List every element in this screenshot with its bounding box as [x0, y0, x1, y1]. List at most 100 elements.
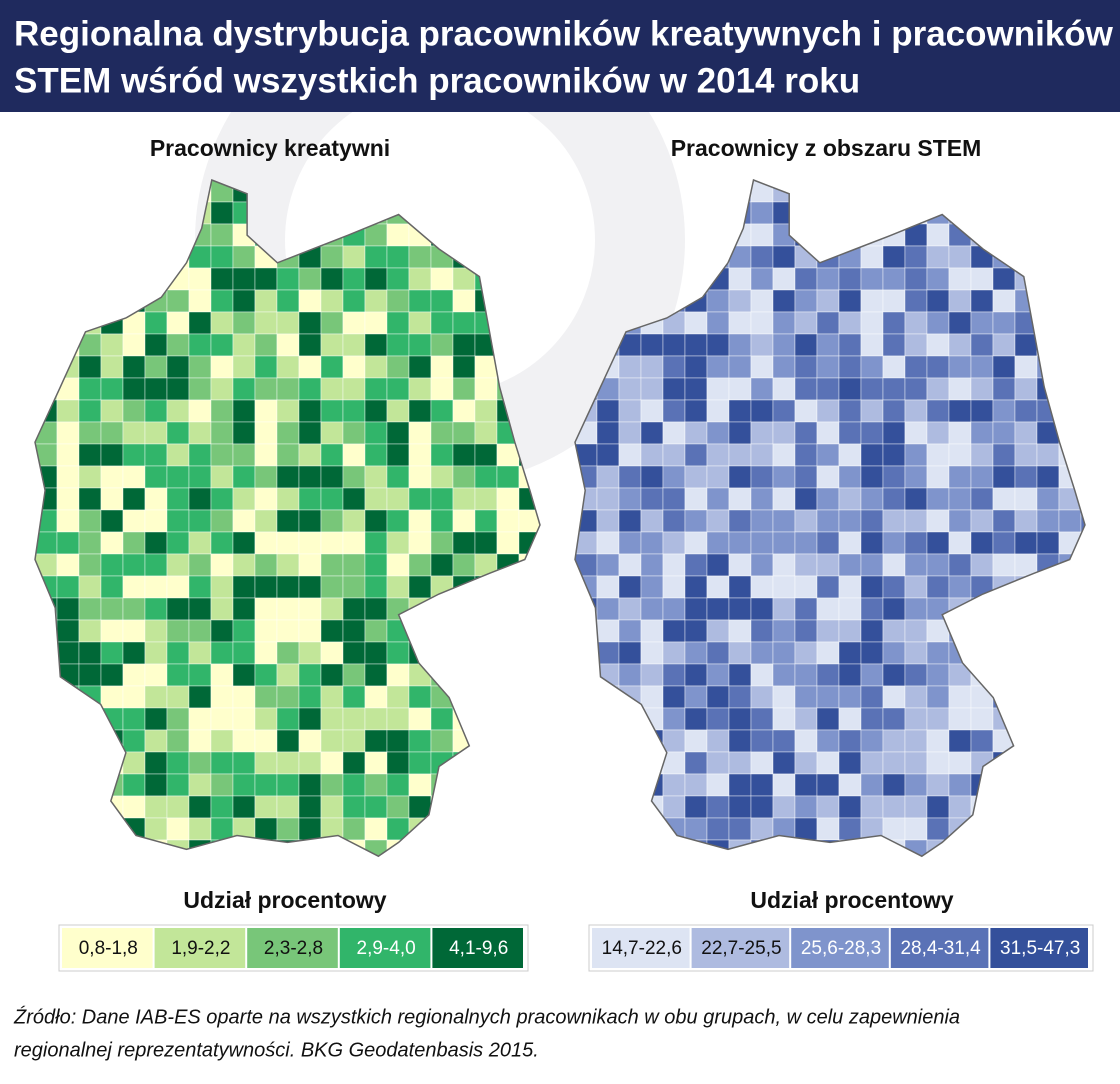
region [276, 289, 300, 313]
region [188, 509, 212, 533]
region [408, 531, 432, 555]
region [518, 795, 540, 819]
region [706, 839, 730, 857]
region [56, 619, 80, 643]
region [992, 619, 1016, 643]
region [452, 817, 476, 841]
region [210, 619, 234, 643]
legend-title: Udział procentowy [750, 887, 953, 913]
region [342, 201, 366, 225]
region [970, 399, 994, 423]
region [452, 531, 476, 555]
region [750, 839, 774, 857]
region [882, 399, 906, 423]
region [298, 311, 322, 335]
region [838, 751, 862, 775]
region [166, 201, 190, 225]
region [860, 531, 884, 555]
region [794, 575, 818, 599]
region [35, 795, 58, 819]
region [729, 862, 751, 884]
region [597, 862, 619, 884]
region [1080, 399, 1085, 423]
region [728, 267, 752, 291]
region [166, 795, 190, 819]
region [838, 509, 862, 533]
region [794, 531, 818, 555]
legend-label: 0,8-1,8 [79, 938, 138, 959]
region [662, 509, 686, 533]
region [496, 531, 520, 555]
region [662, 663, 686, 687]
region [772, 509, 796, 533]
region [430, 399, 454, 423]
region [56, 707, 80, 731]
region [35, 245, 58, 269]
region [408, 773, 432, 797]
region [254, 377, 278, 401]
region [1058, 707, 1082, 731]
region [640, 531, 664, 555]
region [794, 751, 818, 775]
region [926, 707, 950, 731]
region [144, 751, 168, 775]
region [596, 839, 620, 857]
region [144, 180, 168, 203]
region [254, 597, 278, 621]
region [496, 201, 520, 225]
region [970, 641, 994, 665]
region [320, 751, 344, 775]
region [320, 597, 344, 621]
region [750, 553, 774, 577]
region [232, 487, 256, 511]
region [1058, 597, 1082, 621]
legend-swatch [592, 928, 690, 968]
region [706, 289, 730, 313]
region [882, 839, 906, 857]
region [210, 465, 234, 489]
region [948, 773, 972, 797]
region [882, 487, 906, 511]
region [860, 795, 884, 819]
region [992, 180, 1016, 203]
region [210, 311, 234, 335]
region [684, 421, 708, 445]
region [78, 399, 102, 423]
region [496, 465, 520, 489]
region [474, 180, 498, 203]
region [640, 597, 664, 621]
region [276, 751, 300, 775]
title-line: STEM wśród wszystkich pracowników w 2014… [14, 61, 860, 100]
region [948, 487, 972, 511]
region [970, 553, 994, 577]
region [342, 795, 366, 819]
region [364, 751, 388, 775]
region [254, 487, 278, 511]
region [320, 531, 344, 555]
region [342, 311, 366, 335]
region [188, 443, 212, 467]
region [640, 641, 664, 665]
region [948, 531, 972, 555]
region [948, 311, 972, 335]
region [1014, 751, 1038, 775]
region [210, 641, 234, 665]
region [144, 707, 168, 731]
region [1058, 311, 1082, 335]
region [575, 553, 598, 577]
region [364, 487, 388, 511]
region [430, 509, 454, 533]
region [706, 641, 730, 665]
region [750, 729, 774, 753]
region [210, 839, 234, 857]
region [430, 377, 454, 401]
region [188, 311, 212, 335]
region [816, 795, 840, 819]
region [1036, 531, 1060, 555]
region [364, 289, 388, 313]
region [144, 773, 168, 797]
region [1080, 355, 1085, 379]
region [794, 443, 818, 467]
region [1080, 311, 1085, 335]
region [408, 245, 432, 269]
